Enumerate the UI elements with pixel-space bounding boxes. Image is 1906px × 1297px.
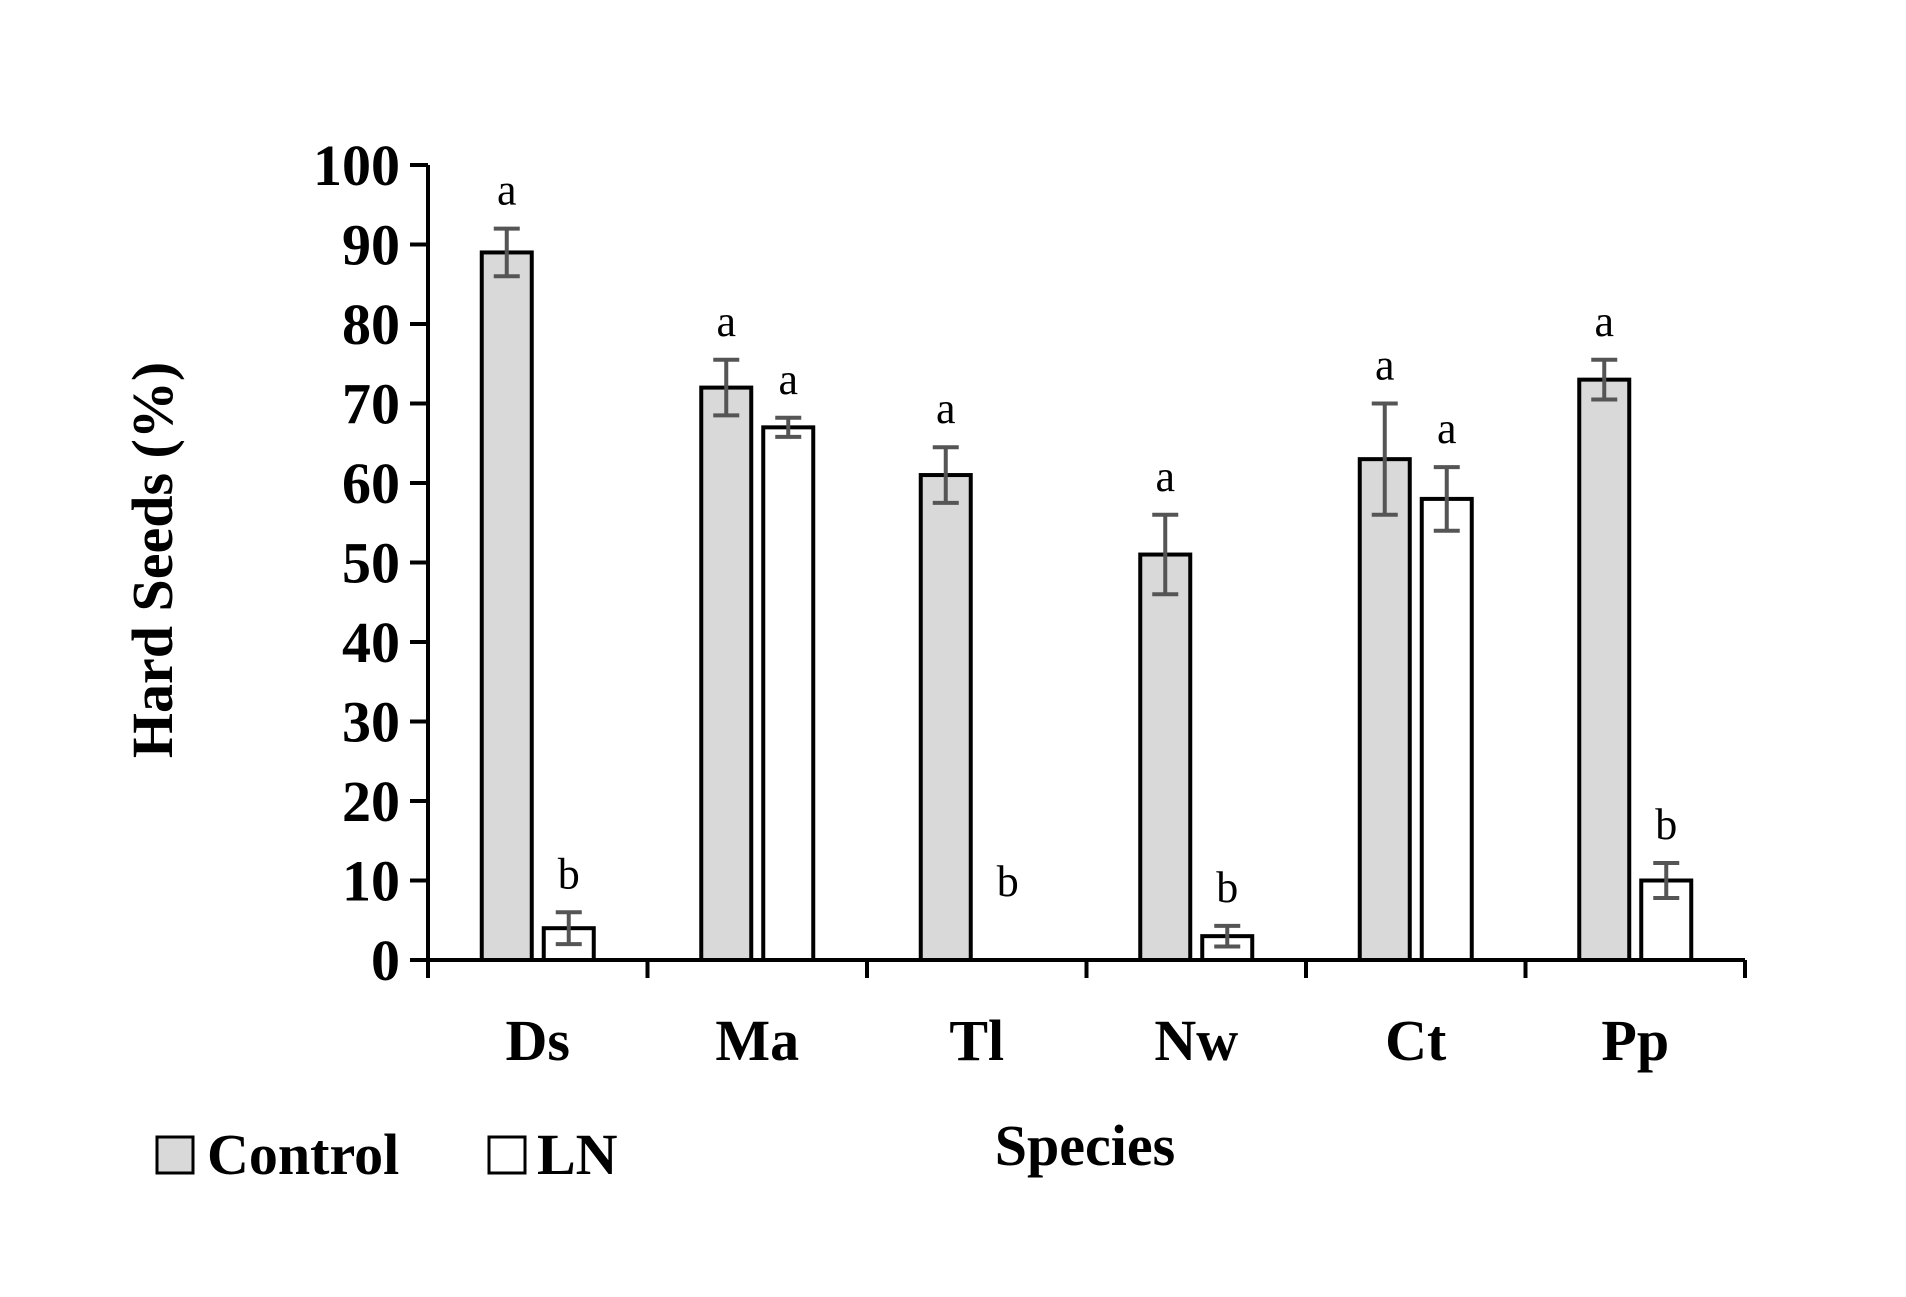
bar-control bbox=[1138, 552, 1193, 962]
x-category-label: Ma bbox=[715, 1008, 799, 1073]
bar-control bbox=[918, 473, 973, 962]
legend-swatch-ln bbox=[487, 1135, 527, 1175]
y-tick-label: 60 bbox=[342, 451, 400, 516]
y-axis-ticks: 0 10 20 30 40 50 60 70 80 90 100 bbox=[313, 133, 428, 993]
significance-letter: a bbox=[936, 384, 956, 433]
y-tick-label: 100 bbox=[313, 133, 400, 198]
significance-letter: b bbox=[558, 849, 580, 898]
legend-label-ln: LN bbox=[537, 1122, 618, 1187]
significance-letter: a bbox=[1437, 404, 1457, 453]
significance-letter: a bbox=[1155, 452, 1175, 501]
y-tick-label: 10 bbox=[342, 849, 400, 914]
significance-letter: b bbox=[1216, 863, 1238, 912]
x-axis-title: Species bbox=[995, 1113, 1175, 1178]
x-category-label: Ds bbox=[506, 1008, 570, 1073]
y-tick-label: 70 bbox=[342, 372, 400, 437]
significance-letter: a bbox=[497, 166, 517, 215]
significance-letter: a bbox=[716, 297, 736, 346]
y-tick-label: 40 bbox=[342, 610, 400, 675]
y-tick-label: 90 bbox=[342, 213, 400, 278]
error-bars-layer bbox=[493, 226, 1680, 949]
y-tick-label: 30 bbox=[342, 690, 400, 755]
significance-letter: a bbox=[778, 355, 798, 404]
x-category-label: Pp bbox=[1601, 1008, 1669, 1073]
significance-letter: b bbox=[997, 857, 1019, 906]
bar-control bbox=[699, 385, 754, 963]
bar-control bbox=[1357, 457, 1412, 962]
y-tick-label: 50 bbox=[342, 531, 400, 596]
x-category-label: Ct bbox=[1385, 1008, 1447, 1073]
y-tick-label: 20 bbox=[342, 769, 400, 834]
bars-layer bbox=[479, 250, 1694, 963]
bar-ln bbox=[1419, 496, 1474, 962]
bar-control bbox=[1577, 377, 1632, 962]
y-tick-label: 80 bbox=[342, 292, 400, 357]
significance-letter: a bbox=[1375, 341, 1395, 390]
bar-control bbox=[479, 250, 534, 962]
y-tick-label: 0 bbox=[371, 928, 400, 993]
x-axis-category-labels: Ds Ma Tl Nw Ct Pp bbox=[506, 1008, 1670, 1073]
legend-label-control: Control bbox=[207, 1122, 399, 1187]
x-axis-ticks bbox=[426, 960, 1747, 978]
significance-letter: a bbox=[1594, 297, 1614, 346]
x-category-label: Nw bbox=[1154, 1008, 1238, 1073]
x-category-label: Tl bbox=[949, 1008, 1004, 1073]
legend-swatch-control bbox=[155, 1135, 195, 1175]
y-axis-title: Hard Seeds (%) bbox=[120, 362, 185, 758]
bar-ln bbox=[761, 425, 816, 963]
significance-letter: b bbox=[1655, 800, 1677, 849]
legend: Control LN bbox=[155, 1122, 618, 1187]
